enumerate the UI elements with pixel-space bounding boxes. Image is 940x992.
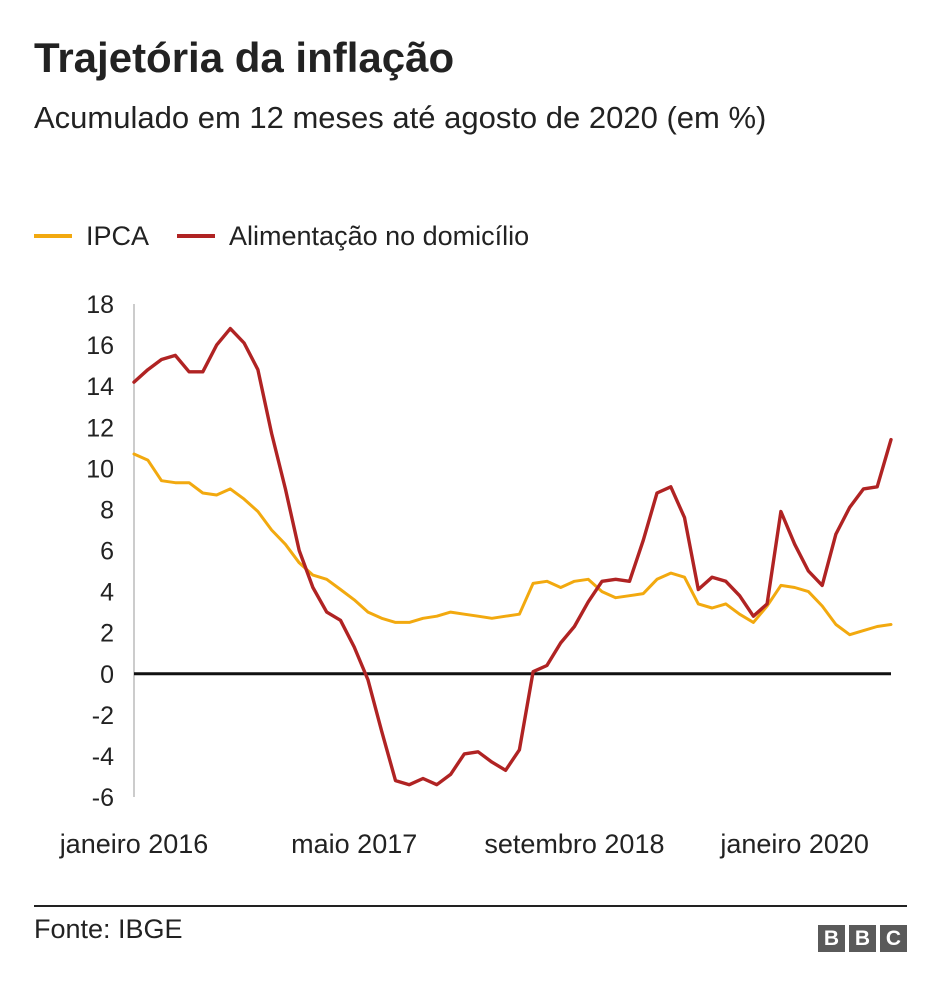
ipca-line: [132, 452, 893, 637]
y-tick-label: 16: [86, 332, 114, 360]
x-tick-label: setembro 2018: [484, 829, 664, 859]
legend-swatch-food: [177, 234, 216, 238]
y-tick-label: 6: [100, 538, 114, 566]
chart-title: Trajetória da inflação: [34, 34, 455, 81]
bbc-logo-letter: B: [818, 925, 845, 952]
y-tick-label: -4: [92, 743, 114, 771]
line-chart: 18 16 14 12 10 8 6 4 2 0 -2 -4 -6 janeiro 2016 maio 20…: [59, 291, 893, 859]
footer-rule: [34, 905, 907, 907]
legend-item-food: Alimentação no domicílio: [177, 221, 529, 252]
y-tick-label: 10: [86, 455, 114, 483]
chart-subtitle: Acumulado em 12 meses até agosto de 2020…: [34, 100, 767, 135]
source-note: Fonte: IBGE: [34, 914, 183, 944]
y-tick-label: 0: [100, 661, 114, 689]
y-tick-label: -2: [92, 702, 114, 730]
chart-legend: IPCA Alimentação no domicílio: [34, 216, 557, 256]
legend-item-ipca: IPCA: [34, 221, 149, 252]
y-tick-label: 4: [100, 579, 114, 607]
x-tick-label: maio 2017: [291, 829, 417, 859]
x-tick-label: janeiro 2020: [719, 829, 869, 859]
y-tick-label: 8: [100, 496, 114, 524]
bbc-logo-letter: B: [849, 925, 876, 952]
legend-label-ipca: IPCA: [86, 220, 150, 251]
y-tick-label: 18: [86, 291, 114, 319]
legend-swatch-ipca: [34, 234, 72, 238]
y-tick-label: 14: [86, 373, 114, 401]
y-tick-label: -6: [92, 784, 114, 812]
legend-label-food: Alimentação no domicílio: [229, 220, 530, 251]
food-at-home-line: [132, 326, 893, 787]
y-tick-label: 2: [100, 620, 114, 648]
y-tick-label: 12: [86, 414, 114, 442]
x-tick-label: janeiro 2016: [59, 829, 209, 859]
bbc-logo-letter: C: [880, 925, 907, 952]
